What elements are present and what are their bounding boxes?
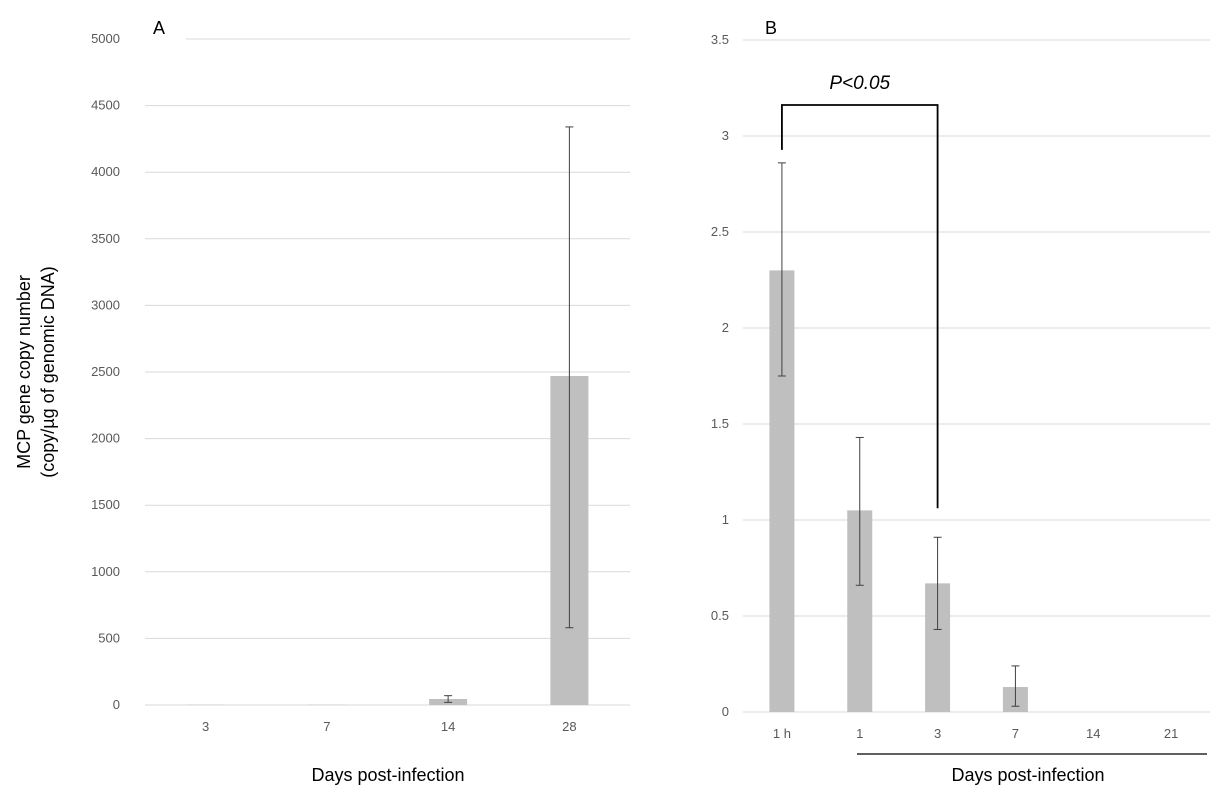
chart-panel-a: 0 500 1000 1500 2000 2500 3000 3500 4000 4500 5000… — [14, 18, 630, 785]
y-tick-label: 4000 — [91, 164, 120, 179]
x-tick-label: 7 — [323, 719, 330, 734]
y-tick-label: 3.5 — [711, 32, 729, 47]
y-tick-label: 2.5 — [711, 224, 729, 239]
y-tick-label: 0 — [113, 697, 120, 712]
y-tick-label: 3000 — [91, 297, 120, 312]
y-tick-label: 1.5 — [711, 416, 729, 431]
y-axis-title: MCP gene copy number (copy/µg of genomic … — [14, 266, 58, 477]
x-tick-label: 3 — [202, 719, 209, 734]
y-tick-label: 3500 — [91, 231, 120, 246]
y-tick-label: 1000 — [91, 564, 120, 579]
x-tick-label: 28 — [562, 719, 576, 734]
y-tick-label: 0.5 — [711, 608, 729, 623]
y-tick-label: 2500 — [91, 364, 120, 379]
y-tick-label: 2000 — [91, 431, 120, 446]
x-tick-label: 14 — [441, 719, 455, 734]
panel-label: A — [153, 18, 165, 38]
x-tick-label: 7 — [1012, 726, 1019, 741]
x-axis-title: Days post-infection — [951, 765, 1104, 785]
x-tick-label: 1 h — [773, 726, 791, 741]
y-tick-label: 500 — [98, 630, 120, 645]
y-tick-label: 4500 — [91, 98, 120, 113]
panel-label: B — [765, 18, 777, 38]
y-axis-title-line: (copy/µg of genomic DNA) — [38, 266, 58, 477]
x-tick-label: 14 — [1086, 726, 1100, 741]
x-tick-label: 1 — [856, 726, 863, 741]
y-tick-label: 3 — [722, 128, 729, 143]
y-tick-label: 1500 — [91, 497, 120, 512]
y-axis-title-line: MCP gene copy number — [14, 275, 34, 469]
y-tick-label: 2 — [722, 320, 729, 335]
y-tick-label: 5000 — [91, 31, 120, 46]
y-tick-label: 1 — [722, 512, 729, 527]
significance-bracket — [781, 104, 939, 509]
significance-label: P<0.05 — [829, 73, 890, 94]
x-tick-label: 3 — [934, 726, 941, 741]
x-tick-label: 21 — [1164, 726, 1178, 741]
chart-panel-b: 0 0.5 1 1.5 2 2.5 3 3.5 1 h 1 3 7 14 21 B Days post-inf… — [711, 18, 1210, 785]
x-axis-title: Days post-infection — [311, 765, 464, 785]
y-tick-label: 0 — [722, 704, 729, 719]
